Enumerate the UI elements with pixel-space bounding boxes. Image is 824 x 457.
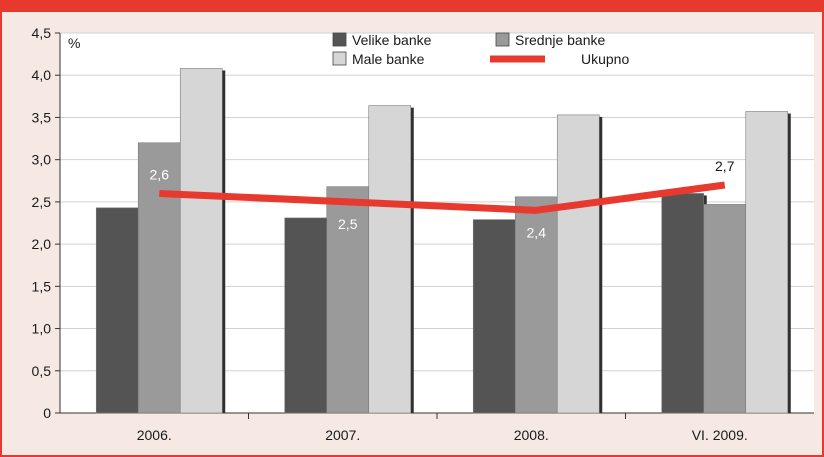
bar	[95, 207, 139, 414]
y-tick-label: 3,0	[32, 152, 52, 168]
legend-swatch	[332, 51, 347, 66]
legend-label: Srednje banke	[515, 32, 606, 48]
x-tick-label: 2007.	[325, 427, 360, 443]
y-tick-label: 0	[43, 405, 51, 421]
bar	[137, 142, 181, 414]
header-accent-bar	[2, 0, 824, 12]
bar	[284, 217, 328, 414]
bar	[179, 68, 223, 414]
bar	[368, 105, 412, 414]
line-data-label: 2,5	[338, 216, 358, 232]
y-unit-label: %	[68, 35, 80, 51]
y-tick-label: 2,0	[32, 236, 52, 252]
y-tick-label: 2,5	[32, 194, 52, 210]
legend-label: Velike banke	[352, 32, 432, 48]
legend-swatch	[332, 32, 347, 47]
legend-swatch	[495, 32, 510, 47]
x-tick-label: 2008.	[514, 427, 549, 443]
bar	[472, 219, 516, 414]
y-tick-label: 1,0	[32, 321, 52, 337]
bar	[661, 193, 705, 414]
y-tick-label: 3,5	[32, 109, 52, 125]
bar	[745, 111, 789, 414]
line-data-label: 2,4	[527, 224, 547, 240]
y-tick-label: 4,0	[32, 67, 52, 83]
line-data-label: 2,7	[715, 158, 735, 174]
line-data-label: 2,6	[150, 166, 170, 182]
legend-label: Ukupno	[581, 51, 629, 67]
legend-label: Male banke	[352, 51, 425, 67]
bar	[326, 186, 370, 414]
y-tick-label: 0,5	[32, 363, 52, 379]
total-line	[159, 181, 726, 214]
y-tick-label: 4,5	[32, 25, 52, 41]
y-tick-label: 1,5	[32, 278, 52, 294]
bar	[703, 204, 747, 414]
bar-chart: 0 0,5 1,0 1,5 2,0 2,5 3,0 3,5 4,0 4,5% 2006. 2007. 2…	[32, 25, 814, 443]
x-tick-label: VI. 2009.	[692, 427, 748, 443]
bar	[514, 196, 558, 414]
x-tick-label: 2006.	[137, 427, 172, 443]
bar	[556, 114, 600, 414]
